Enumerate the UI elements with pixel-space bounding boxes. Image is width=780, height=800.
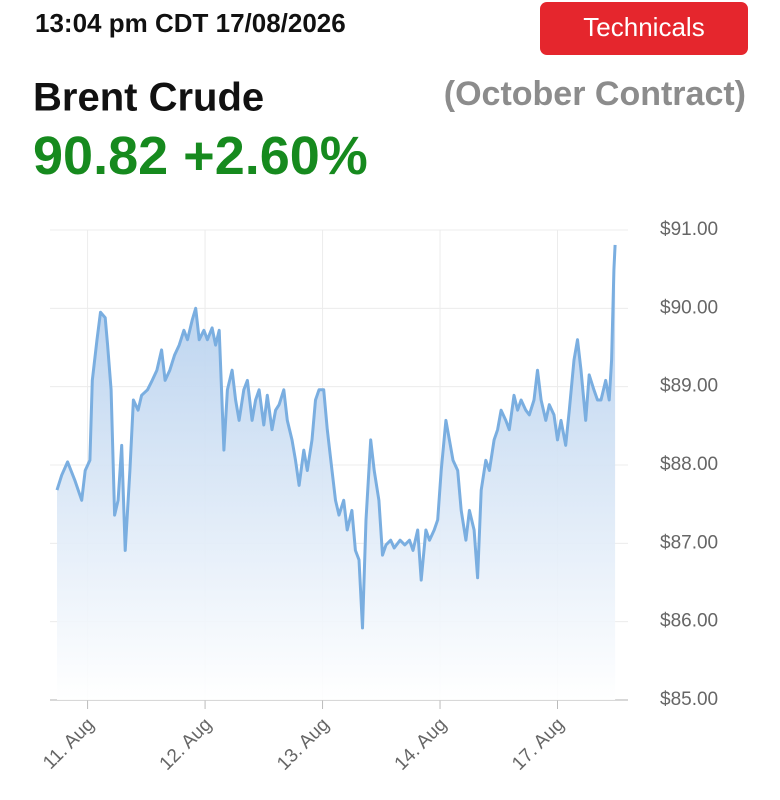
change: +2.60%: [183, 126, 368, 186]
y-tick-label: $86.00: [660, 611, 718, 632]
button-bg[interactable]: [540, 2, 748, 55]
timestamp: 13:04 pm CDT 17/08/2026: [35, 8, 346, 38]
price-line: [55, 244, 617, 630]
y-tick-label: $89.00: [660, 376, 718, 397]
y-tick-label: $90.00: [660, 297, 718, 318]
technicals-button[interactable]: Technicals: [540, 2, 748, 55]
y-tick-label: $91.00: [660, 219, 718, 240]
price-line: 90.82 +2.60%: [33, 126, 368, 186]
instrument-title: Brent Crude: [33, 76, 264, 120]
price: 90.82: [33, 126, 168, 186]
contract-label: (October Contract): [444, 75, 746, 113]
y-tick-label: $88.00: [660, 454, 718, 475]
area-fill: [57, 244, 616, 700]
y-tick-label: $87.00: [660, 532, 718, 553]
button-label[interactable]: Technicals: [583, 12, 704, 42]
y-tick-label: $85.00: [660, 689, 718, 710]
